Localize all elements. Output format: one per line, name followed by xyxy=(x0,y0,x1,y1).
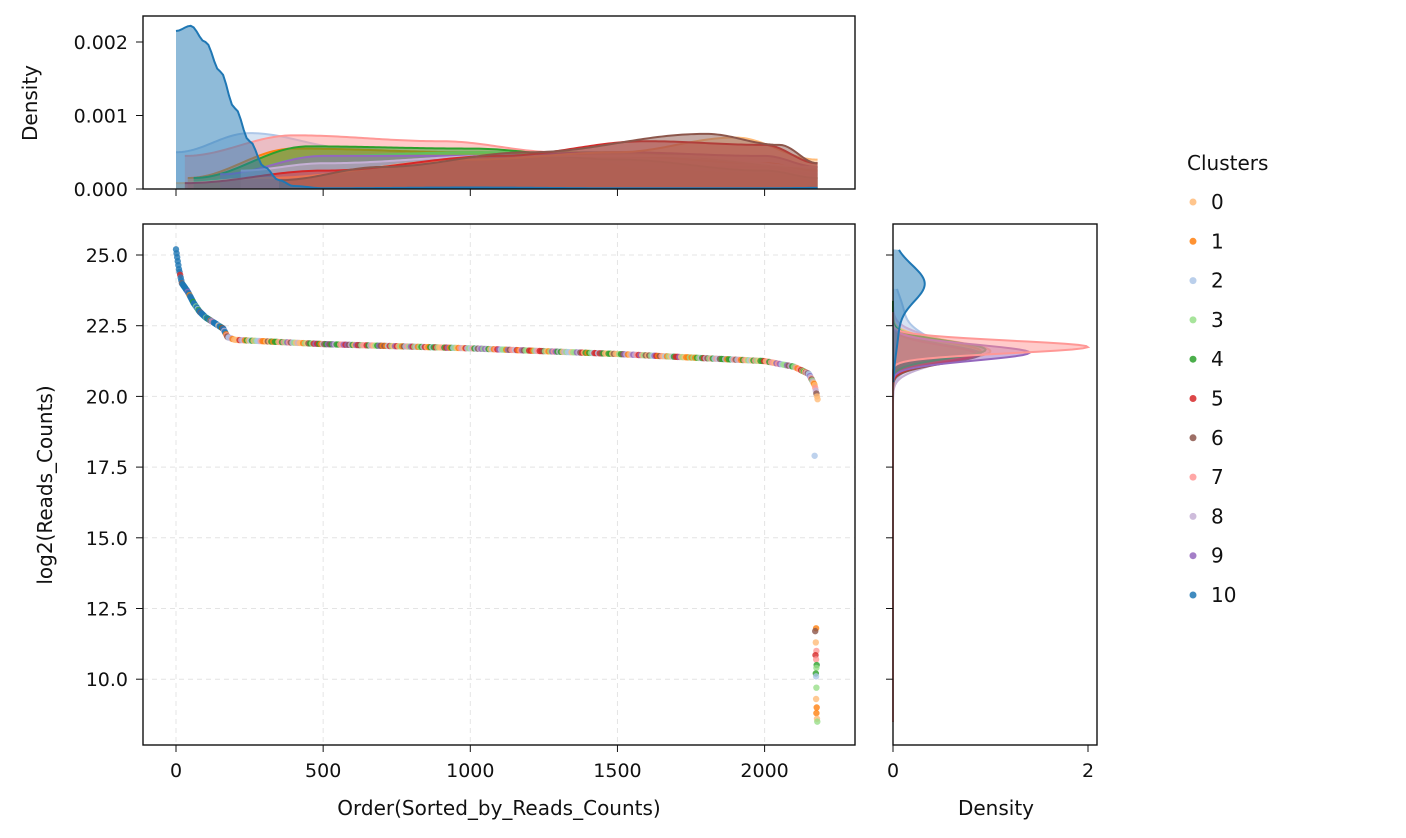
legend: Clusters 0 1 2 3 4 5 6 7 8 9 10 xyxy=(1187,151,1268,607)
top-kde-line-cluster-6 xyxy=(278,132,818,182)
y-tick-label: 15.0 xyxy=(86,528,128,550)
legend-label: 2 xyxy=(1211,269,1224,293)
main-axes-frame xyxy=(142,223,856,746)
point-cluster-1 xyxy=(813,704,820,711)
right-marginal-kde xyxy=(892,249,1091,722)
top-marginal-frame xyxy=(142,15,856,190)
right-x-tick-label: 2 xyxy=(1082,760,1094,782)
right-kde-line-cluster-10 xyxy=(892,249,926,383)
legend-marker-1 xyxy=(1189,237,1197,245)
legend-label: 4 xyxy=(1211,347,1224,371)
legend-marker-10 xyxy=(1189,591,1197,599)
right-kde-line-cluster-9 xyxy=(892,312,1031,722)
y-tick-label: 17.5 xyxy=(86,457,128,479)
legend-label: 10 xyxy=(1211,583,1236,607)
point-cluster-0 xyxy=(812,639,820,646)
point-cluster-2 xyxy=(811,452,818,459)
right-kde-fill-cluster-10 xyxy=(893,249,925,383)
legend-marker-5 xyxy=(1189,395,1197,402)
right-marginal-frame xyxy=(892,223,1098,746)
y-tick-label: 12.5 xyxy=(86,599,128,621)
right-marginal-x-label: Density xyxy=(958,796,1034,820)
right-kde-fill-cluster-7 xyxy=(893,311,1088,722)
point-cluster-2 xyxy=(812,673,820,680)
y-tick-label: 22.5 xyxy=(86,316,128,338)
legend-marker-2 xyxy=(1189,277,1197,285)
point-cluster-0 xyxy=(812,695,820,703)
x-tick-label: 500 xyxy=(305,760,341,782)
top-marginal-y-label: Density xyxy=(18,65,42,141)
legend-marker-6 xyxy=(1189,434,1197,442)
scatter-points xyxy=(172,246,821,725)
legend-marker-4 xyxy=(1189,355,1197,363)
legend-label: 8 xyxy=(1211,504,1224,528)
legend-marker-7 xyxy=(1189,473,1197,481)
x-tick-label: 1500 xyxy=(593,760,641,782)
top-marginal-kde xyxy=(175,24,818,190)
legend-label: 1 xyxy=(1211,229,1224,253)
point-cluster-3 xyxy=(814,718,821,725)
y-tick-label: 10.0 xyxy=(86,669,128,691)
point-cluster-3 xyxy=(813,684,820,691)
legend-title: Clusters xyxy=(1187,151,1268,175)
right-kde-line-cluster-7 xyxy=(892,312,1091,722)
top-y-tick-label: 0.002 xyxy=(74,32,128,54)
legend-label: 0 xyxy=(1211,190,1224,214)
legend-label: 6 xyxy=(1211,426,1224,450)
x-tick-label: 1000 xyxy=(446,760,494,782)
legend-label: 5 xyxy=(1211,387,1224,411)
point-cluster-7 xyxy=(812,656,820,663)
right-x-tick-label: 0 xyxy=(887,760,899,782)
x-axis-label: Order(Sorted_by_Reads_Counts) xyxy=(337,796,660,820)
top-kde-fill-cluster-10 xyxy=(176,25,818,189)
top-kde-line-cluster-10 xyxy=(175,24,818,190)
right-kde-fill-cluster-9 xyxy=(893,311,1030,722)
point-cluster-3 xyxy=(813,664,820,672)
y-tick-label: 20.0 xyxy=(86,386,128,408)
legend-marker-9 xyxy=(1189,552,1197,560)
y-axis-label: log2(Reads_Counts) xyxy=(33,385,57,584)
legend-marker-0 xyxy=(1189,198,1197,206)
legend-label: 3 xyxy=(1211,308,1224,332)
top-y-tick-label: 0.001 xyxy=(74,106,128,128)
legend-marker-8 xyxy=(1189,512,1197,520)
point-cluster-1 xyxy=(813,709,820,717)
point-cluster-6 xyxy=(812,627,819,635)
point-cluster-0 xyxy=(814,396,821,403)
legend-marker-3 xyxy=(1189,316,1197,324)
legend-label: 9 xyxy=(1211,544,1224,568)
top-y-tick-label: 0.000 xyxy=(74,179,128,201)
legend-label: 7 xyxy=(1211,465,1224,489)
x-tick-label: 2000 xyxy=(740,760,788,782)
x-tick-label: 0 xyxy=(170,760,182,782)
y-tick-label: 25.0 xyxy=(86,245,128,267)
top-kde-fill-cluster-6 xyxy=(279,133,818,189)
